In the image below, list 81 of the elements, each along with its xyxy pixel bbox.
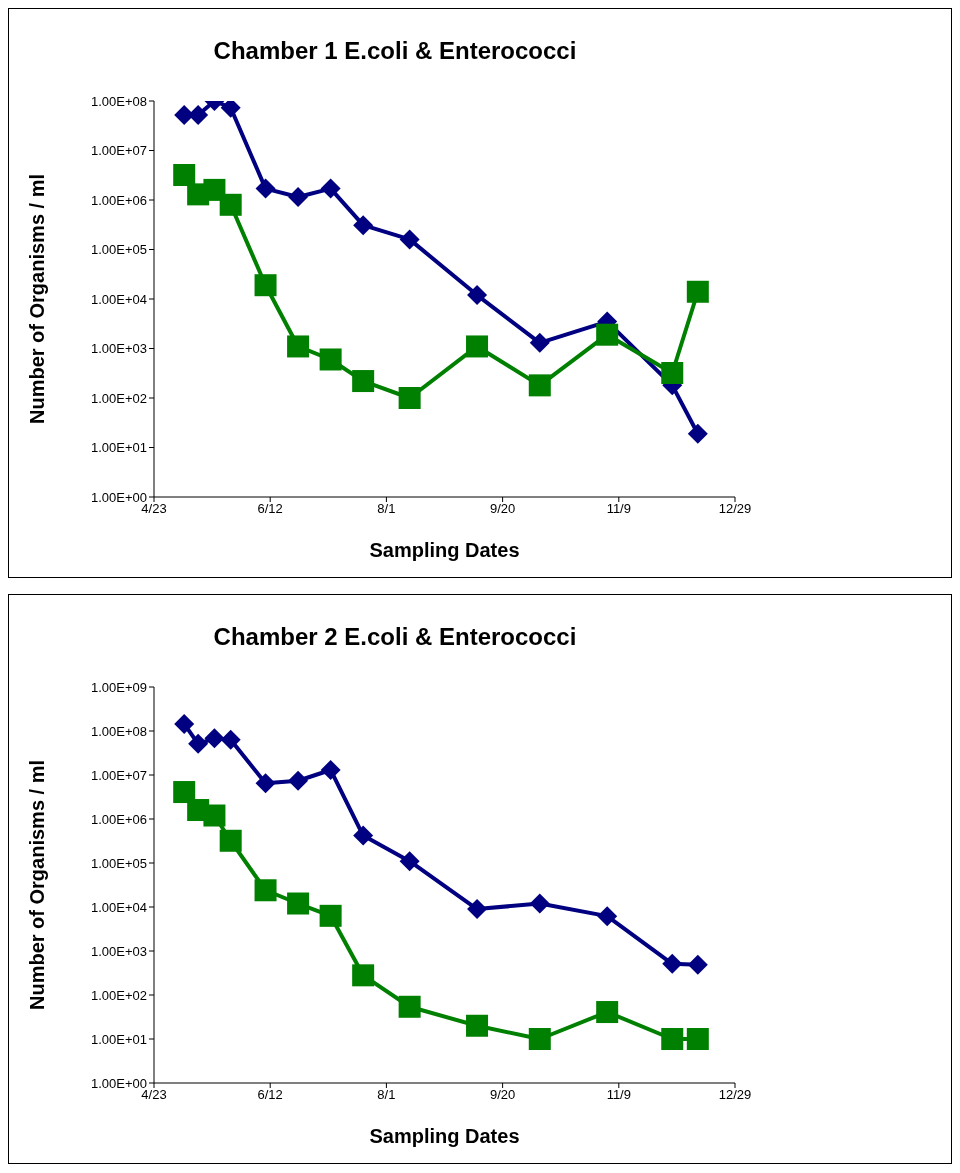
x-tick-label: 11/9 (606, 1087, 631, 1103)
point (687, 954, 708, 975)
y-tick-label: 1.00E+09 (90, 679, 147, 695)
x-axis-title: Sampling Dates (369, 1125, 520, 1147)
x-tick-label: 9/20 (489, 501, 516, 517)
chart-title: Chamber 1 E.coli & Enterococci (212, 36, 578, 66)
x-tick-label: 9/20 (489, 1087, 516, 1103)
point (174, 713, 195, 734)
point (398, 995, 421, 1018)
point (255, 178, 276, 199)
point (596, 1001, 619, 1024)
point (353, 215, 374, 236)
point (686, 280, 709, 303)
chart-title: Chamber 2 E.coli & Enterococci (212, 622, 578, 652)
point (529, 332, 550, 353)
point (399, 851, 420, 872)
point (467, 285, 488, 306)
x-tick-label: 6/12 (257, 501, 283, 517)
point (661, 362, 684, 384)
point (597, 906, 618, 927)
point (203, 804, 226, 827)
point (204, 728, 225, 749)
point (528, 374, 551, 397)
point (188, 105, 209, 126)
y-tick-label: 1.00E+04 (90, 291, 147, 307)
y-tick-label: 1.00E+01 (90, 440, 147, 456)
y-tick-label: 1.00E+02 (90, 987, 147, 1003)
y-tick-label: 1.00E+03 (90, 341, 147, 357)
point (288, 770, 309, 791)
point (352, 370, 375, 393)
point (287, 335, 310, 358)
point (596, 323, 619, 346)
y-tick-label: 1.00E+05 (90, 242, 147, 258)
y-tick-label: 1.00E+02 (90, 390, 147, 406)
x-tick-label: 6/12 (257, 1087, 283, 1103)
point (254, 274, 277, 297)
x-tick-label: 12/29 (718, 1087, 752, 1103)
y-tick-label: 1.00E+07 (90, 143, 147, 159)
point (353, 825, 374, 846)
point (220, 729, 241, 750)
y-tick-label: 1.00E+01 (90, 1031, 147, 1047)
point (687, 423, 708, 444)
y-tick-label: 1.00E+07 (90, 767, 147, 783)
point (320, 178, 341, 199)
point (319, 904, 342, 927)
point (319, 348, 342, 371)
point (466, 1014, 489, 1037)
point (287, 892, 310, 915)
point (398, 387, 421, 409)
point (686, 1028, 709, 1050)
point (188, 733, 209, 754)
point (661, 1028, 684, 1050)
y-tick-label: 1.00E+06 (90, 811, 147, 827)
point (399, 229, 420, 250)
y-tick-label: 1.00E+06 (90, 192, 147, 208)
y-tick-label: 1.00E+04 (90, 899, 147, 915)
y-axis-title: Number of Organisms / ml (26, 759, 49, 1011)
point (219, 829, 242, 852)
x-tick-label: 8/1 (377, 1087, 396, 1103)
point (288, 187, 309, 207)
point (467, 899, 488, 920)
point (255, 773, 276, 794)
point (662, 953, 683, 974)
point (352, 964, 375, 987)
point (466, 335, 489, 358)
y-tick-label: 1.00E+08 (90, 93, 147, 109)
y-axis-title: Number of Organisms / ml (26, 173, 49, 425)
y-tick-label: 1.00E+03 (90, 943, 147, 959)
x-tick-label: 11/9 (606, 501, 631, 517)
point (173, 781, 196, 804)
point (254, 879, 277, 902)
point (529, 893, 550, 914)
point (528, 1028, 551, 1050)
x-axis-title: Sampling Dates (369, 539, 520, 561)
y-tick-label: 1.00E+05 (90, 855, 147, 871)
y-tick-label: 1.00E+08 (90, 723, 147, 739)
point (320, 759, 341, 780)
x-tick-label: 8/1 (377, 501, 396, 517)
point (173, 164, 196, 186)
point (219, 193, 242, 216)
x-tick-label: 12/29 (718, 501, 752, 517)
